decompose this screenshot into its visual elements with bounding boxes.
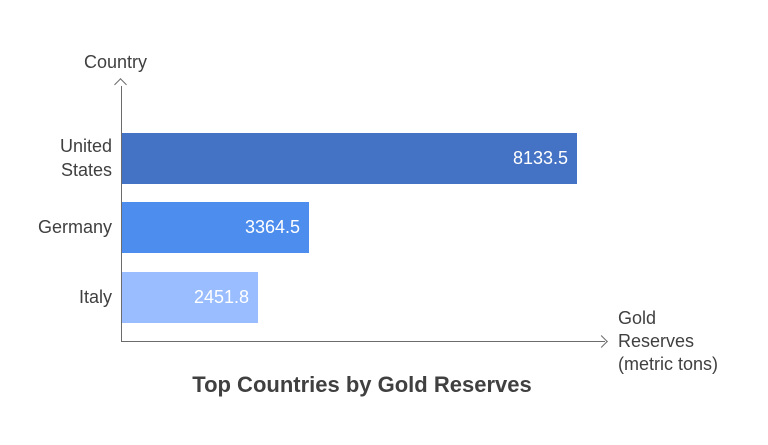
category-label-germany: Germany (37, 217, 112, 237)
chart-title: Top Countries by Gold Reserves (192, 372, 532, 397)
category-label-united-states: United States (12, 134, 112, 182)
x-axis-line (121, 341, 605, 342)
bar-italy: 2451.8 (122, 272, 258, 323)
category-label-line: United (59, 136, 112, 156)
bar-united-states: 8133.5 (122, 133, 577, 184)
bar-germany: 3364.5 (122, 202, 309, 253)
category-label-italy: Italy (78, 287, 112, 307)
x-axis-title-line: (metric tons) (618, 354, 719, 374)
bar-value-label: 2451.8 (193, 287, 249, 307)
bar-value-label: 3364.5 (244, 217, 300, 237)
x-axis-title: Gold Reserves (metric tons) (618, 307, 718, 376)
x-axis-title-line: Gold (618, 308, 657, 328)
category-label-line: States (60, 160, 112, 180)
y-axis-title: Country (84, 52, 148, 72)
x-axis-arrow-icon (595, 335, 608, 348)
y-axis-line (121, 86, 122, 342)
bar-value-label: 8133.5 (512, 148, 568, 168)
x-axis-title-line: Reserves (618, 331, 695, 351)
